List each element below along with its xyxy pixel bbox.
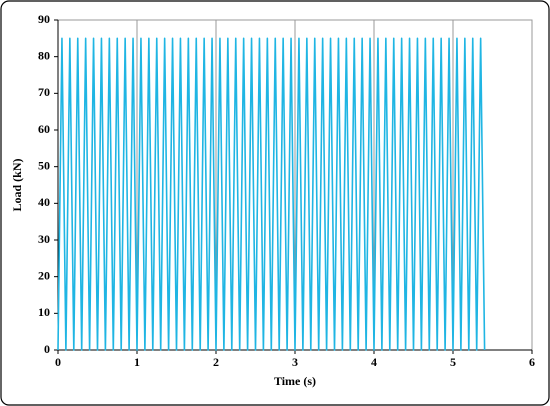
- y-tick-label: 50: [38, 158, 50, 172]
- x-tick-label: 5: [450, 355, 456, 369]
- y-tick-label: 0: [44, 342, 50, 356]
- x-tick-label: 6: [529, 355, 535, 369]
- x-tick-label: 4: [371, 355, 377, 369]
- y-tick-label: 30: [38, 232, 50, 246]
- y-tick-label: 70: [38, 85, 50, 99]
- data-line: [57, 37, 486, 351]
- y-tick-label: 10: [38, 305, 50, 319]
- y-axis-label: Load (kN): [10, 158, 24, 211]
- y-tick-label: 60: [38, 122, 50, 136]
- y-tick-label: 90: [38, 12, 50, 26]
- x-tick-label: 1: [134, 355, 140, 369]
- x-axis-label: Time (s): [274, 374, 316, 388]
- y-tick-label: 80: [38, 48, 50, 62]
- y-tick-label: 20: [38, 268, 50, 282]
- x-tick-label: 0: [55, 355, 61, 369]
- y-tick-label: 40: [38, 195, 50, 209]
- x-tick-label: 3: [292, 355, 298, 369]
- x-tick-label: 2: [213, 355, 219, 369]
